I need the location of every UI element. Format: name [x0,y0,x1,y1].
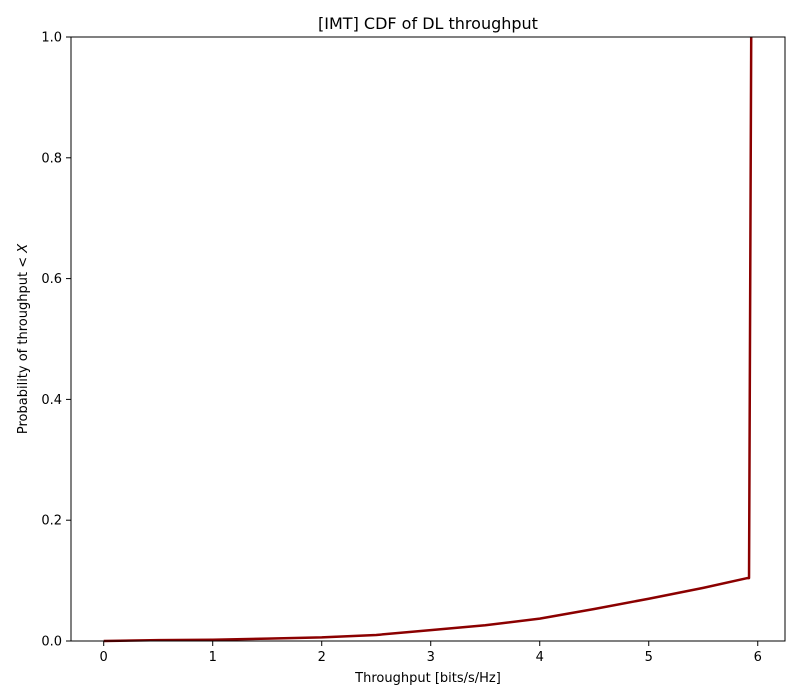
y-axis-label: Probability of throughput < X [16,243,31,434]
y-tick-label: 0.2 [41,514,62,529]
x-tick-label: 3 [427,650,435,665]
y-tick-label: 0.6 [41,272,62,287]
x-tick-label: 1 [209,650,217,665]
x-tick-label: 6 [754,650,762,665]
x-axis: 0 1 2 3 4 5 6 [100,641,762,665]
plot-area [103,36,753,643]
x-tick-label: 2 [318,650,326,665]
y-axis-label-text: Probability of throughput < [16,253,31,434]
x-tick-label: 4 [536,650,544,665]
plot-frame [70,36,786,642]
y-tick-label: 0.4 [41,393,62,408]
y-axis: 0.0 0.2 0.4 0.6 0.8 1.0 [41,31,71,650]
y-tick-label: 1.0 [41,31,62,46]
y-tick-label: 0.0 [41,635,62,650]
x-tick-label: 0 [100,650,108,665]
y-tick-label: 0.8 [41,151,62,166]
x-tick-label: 5 [645,650,653,665]
y-axis-label-variable: X [16,243,31,254]
series-line-0 [103,36,753,643]
chart-title: [IMT] CDF of DL throughput [318,14,538,33]
x-axis-label: Throughput [bits/s/Hz] [354,671,501,686]
